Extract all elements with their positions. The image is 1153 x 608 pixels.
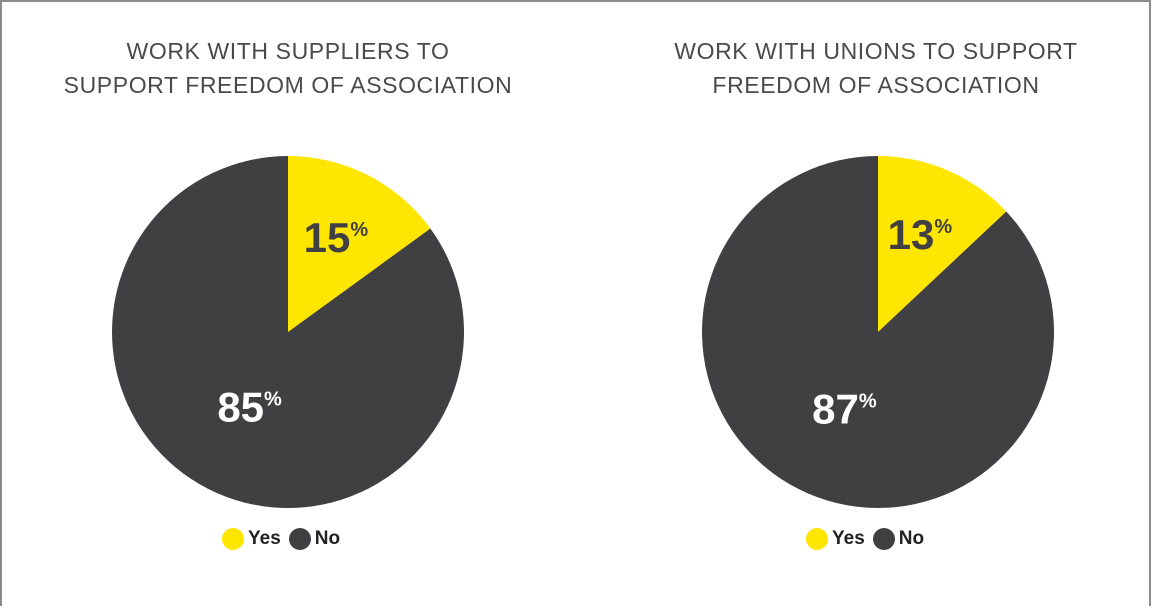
chart-2-label-yes-unit: % [934, 216, 952, 238]
chart-2-label-no: 87% [812, 386, 877, 433]
chart-1-legend-label-no: No [314, 528, 341, 549]
chart-1-label-yes: 15% [304, 214, 369, 261]
chart-1-legend-label-yes: Yes [248, 528, 281, 549]
chart-2-pie: 13% 87% [702, 156, 1055, 508]
chart-1-legend-item-no: No [288, 528, 341, 550]
chart-2-legend-label-yes: Yes [832, 528, 865, 549]
chart-1-slice-no [112, 156, 465, 508]
chart-1-label-no-unit: % [264, 388, 282, 410]
chart-2-label-yes: 13% [888, 211, 953, 258]
chart-1-title: WORK WITH SUPPLIERS TO SUPPORT FREEDOM O… [8, 34, 568, 102]
chart-2-legend-item-no: No [872, 528, 925, 550]
chart-2-legend-item-yes: Yes [806, 528, 865, 550]
chart-2-legend-label-no: No [898, 528, 925, 549]
chart-2-label-yes-number: 13 [888, 211, 935, 258]
chart-1-title-line-2: SUPPORT FREEDOM OF ASSOCIATION [63, 72, 513, 98]
chart-2-slice-no [702, 156, 1055, 508]
chart-2-slice-yes [878, 156, 1007, 332]
chart-2-legend: Yes No [806, 528, 932, 550]
legend-swatch-yes-icon [222, 528, 244, 550]
chart-1-label-no-number: 85 [217, 383, 264, 430]
chart-2-label-no-unit: % [859, 391, 877, 413]
legend-swatch-no-icon [872, 528, 895, 550]
legend-swatch-no-icon [288, 528, 311, 550]
chart-1-title-line-1: WORK WITH SUPPLIERS TO [126, 38, 450, 64]
chart-1-legend-item-yes: Yes [222, 528, 281, 550]
chart-1-label-yes-number: 15 [304, 214, 351, 261]
legend-swatch-yes-icon [806, 528, 828, 550]
chart-2-title-line-2: FREEDOM OF ASSOCIATION [712, 72, 1040, 98]
chart-2-title: WORK WITH UNIONS TO SUPPORT FREEDOM OF A… [596, 34, 1153, 102]
chart-1-legend: Yes No [222, 528, 348, 550]
chart-2-label-no-number: 87 [812, 386, 859, 433]
chart-1-pie: 15% 85% [112, 156, 465, 508]
chart-1-slice-yes [288, 156, 431, 332]
chart-1-label-yes-unit: % [350, 219, 368, 241]
chart-1-label-no: 85% [217, 383, 282, 430]
chart-2-title-line-1: WORK WITH UNIONS TO SUPPORT [674, 38, 1078, 64]
